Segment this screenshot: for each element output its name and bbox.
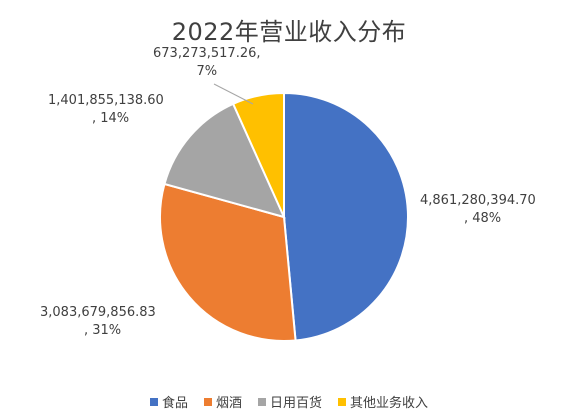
data-label-other-income-percent: 7%	[196, 64, 218, 79]
data-label-food: 4,861,280,394.70 , 48%	[420, 193, 536, 226]
pie-slice-daily-goods	[163, 102, 286, 219]
data-label-other-income-value: 673,273,517.26	[153, 46, 257, 61]
legend-label-food: 食品	[161, 396, 188, 411]
legend-item-tobacco-alcohol: 烟酒	[203, 392, 242, 411]
data-label-food-percent: 48%	[472, 211, 502, 226]
pie-slice-tobacco-alcohol	[159, 182, 297, 342]
legend-item-other-income: 其他业务收入	[338, 392, 428, 411]
legend-label-tobacco-alcohol: 烟酒	[215, 396, 242, 411]
legend-label-other-income: 其他业务收入	[350, 396, 429, 411]
chart-title: 2022年营业收入分布	[171, 18, 407, 46]
data-label-daily-goods-value: 1,401,855,138.60	[48, 93, 164, 108]
data-label-food-value: 4,861,280,394.70	[420, 193, 536, 208]
data-label-daily-goods-percent: 14%	[100, 111, 130, 126]
data-label-other-income: 673,273,517.26, 7%	[153, 46, 261, 79]
pie-slice-food	[283, 91, 409, 342]
data-label-tobacco-alcohol: 3,083,679,856.83 , 31%	[40, 305, 156, 338]
pie-slices	[159, 91, 409, 342]
legend-swatch-other-income	[338, 397, 347, 406]
leader-lines	[213, 83, 254, 105]
pie-slice-other-income	[231, 91, 285, 218]
data-label-daily-goods: 1,401,855,138.60 , 14%	[48, 93, 164, 126]
data-label-tobacco-alcohol-value: 3,083,679,856.83	[40, 305, 156, 320]
data-label-tobacco-alcohol-percent: 31%	[92, 323, 122, 338]
leader-line-other-income	[213, 83, 254, 105]
legend-item-daily-goods: 日用百货	[258, 392, 322, 411]
legend-swatch-tobacco-alcohol	[203, 397, 212, 406]
legend-swatch-daily-goods	[258, 397, 266, 406]
legend-swatch-food	[149, 397, 158, 406]
legend-label-daily-goods: 日用百货	[270, 396, 323, 411]
legend-item-food: 食品	[149, 392, 188, 411]
chart-legend: 食品 烟酒 日用百货 其他业务收入	[0, 392, 578, 411]
